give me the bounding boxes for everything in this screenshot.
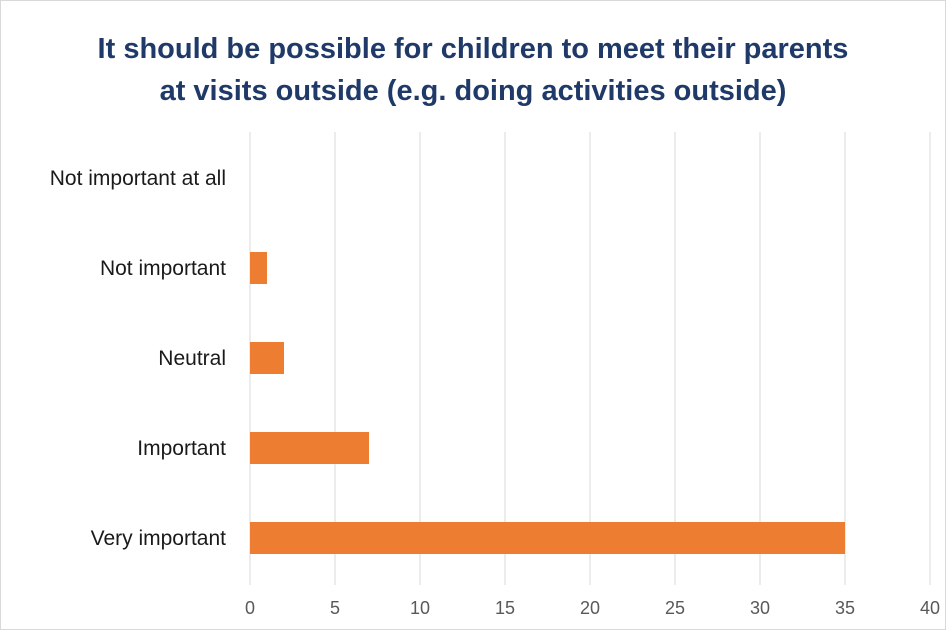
chart-title: It should be possible for children to me… — [0, 28, 946, 112]
x-tick-label-0: 0 — [245, 598, 255, 618]
category-labels: Not important at all Not important Neutral… — [50, 167, 226, 550]
x-tick-label-8: 40 — [920, 598, 940, 618]
bar-1 — [250, 252, 267, 284]
x-tick-labels: 0 5 10 15 20 25 30 35 40 — [245, 598, 940, 618]
x-tick-label-2: 10 — [410, 598, 430, 618]
category-label-0: Not important at all — [50, 167, 226, 190]
x-tick-label-6: 30 — [750, 598, 770, 618]
bar-3 — [250, 432, 369, 464]
x-tick-label-4: 20 — [580, 598, 600, 618]
chart-title-line-1: It should be possible for children to me… — [97, 33, 849, 65]
category-label-4: Very important — [91, 527, 227, 550]
category-label-2: Neutral — [158, 347, 226, 370]
x-tick-label-3: 15 — [495, 598, 515, 618]
bar-4 — [250, 522, 845, 554]
chart-title-line-2: at visits outside (e.g. doing activities… — [159, 75, 787, 107]
bars — [250, 252, 845, 554]
bar-2 — [250, 342, 284, 374]
x-tick-label-7: 35 — [835, 598, 855, 618]
category-label-3: Important — [137, 437, 226, 460]
gridlines — [249, 132, 931, 585]
x-tick-label-1: 5 — [330, 598, 340, 618]
category-label-1: Not important — [100, 257, 226, 280]
x-tick-label-5: 25 — [665, 598, 685, 618]
